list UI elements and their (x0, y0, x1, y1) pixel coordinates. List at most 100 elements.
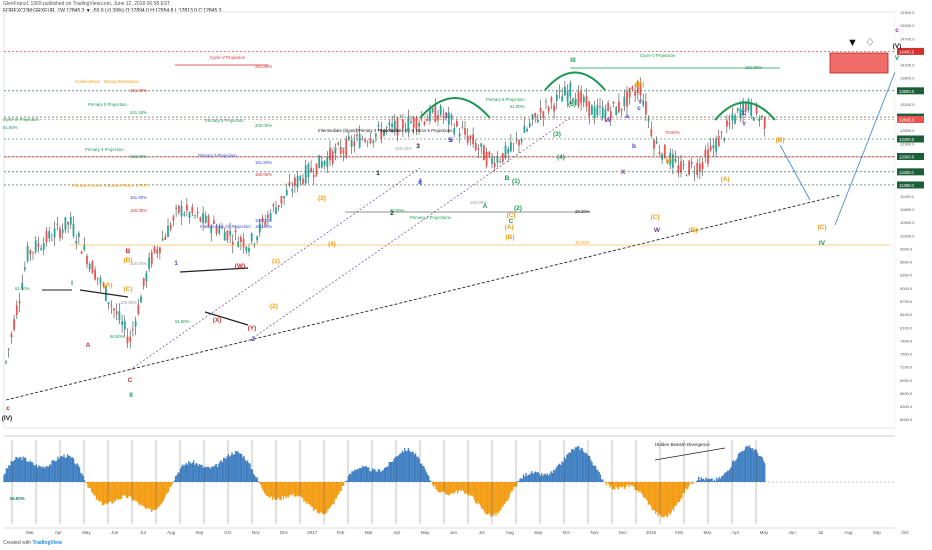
candle-body (761, 115, 763, 117)
candle-body (572, 98, 574, 102)
oscillator-panel: 6.00004.00002.00000.0000-2.0000-4.0000-6… (3, 438, 914, 527)
candle-body (523, 125, 526, 133)
candle-body (515, 139, 518, 141)
candle-body (48, 231, 51, 239)
candle-body (488, 151, 491, 156)
annotation-label: Hidden Bearish Divergence (655, 442, 710, 447)
wave-label: V (895, 55, 900, 62)
candle-body (372, 140, 375, 143)
candle-body (645, 101, 647, 115)
wave-label: 3 (444, 113, 448, 120)
candle-body (310, 167, 312, 173)
candle-body (653, 139, 655, 149)
wave-label: (2) (270, 303, 278, 310)
projection-label: 28.20% (575, 209, 590, 214)
wave-label: (4) (328, 241, 336, 248)
candle-body (453, 128, 456, 134)
toolbar-icons: ▼ ♢ (843, 35, 885, 51)
candle-body (26, 245, 29, 261)
time-tick-label: Aug (845, 530, 854, 535)
wave-label: (A) (504, 224, 513, 231)
projection-arrow (834, 71, 896, 226)
candle-body (404, 129, 407, 132)
wave-label: (C) (506, 212, 515, 219)
projection-label: Intermediate (3) Projection (200, 224, 251, 229)
price-tick-label: 13200.0 (900, 102, 915, 107)
projection-label: 100.00% (395, 146, 412, 151)
candle-body (339, 146, 342, 154)
candle-body (245, 246, 248, 252)
candle-body (69, 216, 72, 225)
candle-body (499, 161, 501, 162)
candle-body (561, 96, 564, 102)
candle-body (431, 108, 434, 113)
candle-body (717, 136, 720, 147)
wedge-line (79, 289, 129, 298)
candle-body (493, 162, 496, 168)
price-badge-label: 11350.0 (899, 183, 914, 188)
price-tick-label: 10500.0 (900, 220, 915, 225)
thumbs-down-icon[interactable]: ▼ (847, 37, 858, 49)
candle-body (283, 196, 285, 199)
time-tick-label: Jul (140, 530, 146, 535)
candle-body (302, 178, 304, 184)
candle-body (736, 108, 739, 111)
candle-body (140, 296, 142, 303)
candle-body (356, 134, 358, 137)
projection-label: 150.00% (130, 208, 147, 213)
candle-body (102, 283, 105, 286)
projection-label: 200.00% (255, 123, 272, 128)
wave-label: Y (742, 121, 747, 128)
candle-body (353, 141, 356, 147)
candle-body (763, 117, 766, 129)
candle-body (483, 145, 485, 161)
candle-body (674, 158, 677, 162)
candle-body (461, 127, 464, 128)
price-tick-label: 11100.0 (900, 194, 915, 199)
candle-body (72, 223, 75, 237)
wave-label: (1) (272, 258, 280, 265)
brand-tradingview[interactable]: TradingView (32, 540, 62, 546)
bell-icon[interactable]: ♢ (865, 37, 875, 49)
candle-body (24, 267, 26, 270)
candle-body (604, 109, 607, 118)
wave-label: IV (819, 240, 826, 247)
price-tick-label: 9900.0 (900, 246, 913, 251)
price-badge (897, 181, 924, 189)
purple-channel-line (249, 117, 571, 341)
candle-body (7, 348, 10, 350)
wave-label: 2 (390, 210, 394, 217)
candle-body (704, 149, 707, 157)
candle-body (291, 189, 294, 192)
price-tick-label: 14700.0 (900, 36, 915, 41)
projection-label: 61.80% (3, 125, 18, 130)
wave-label: 5 (448, 137, 452, 144)
candle-body (742, 100, 744, 116)
candle-body (418, 123, 420, 127)
candle-body (539, 107, 542, 113)
candle-body (78, 233, 80, 237)
candle-body (669, 152, 672, 166)
candle-body (280, 195, 283, 204)
candle-body (150, 252, 153, 265)
price-tick-label: 15300.0 (900, 10, 915, 15)
candle-body (639, 84, 642, 96)
projection-label: Primary 5 Projection (205, 118, 244, 123)
author-line: GlenFranz1 1969 published on TradingView… (3, 1, 171, 7)
arc-top (544, 71, 606, 91)
wave-label: W (654, 227, 661, 234)
wave-label: 1 (174, 260, 178, 267)
candle-body (518, 139, 520, 146)
wave-label: (B) (635, 81, 644, 88)
candle-body (10, 333, 13, 338)
time-tick-label: Nov (591, 530, 600, 535)
price-tick-label: 8700.0 (900, 299, 913, 304)
candle-body (204, 215, 207, 223)
candle-body (169, 224, 172, 230)
candle-body (739, 108, 742, 119)
time-tick-label: May (421, 530, 430, 535)
candle-body (329, 148, 331, 161)
candle-body (183, 213, 186, 216)
